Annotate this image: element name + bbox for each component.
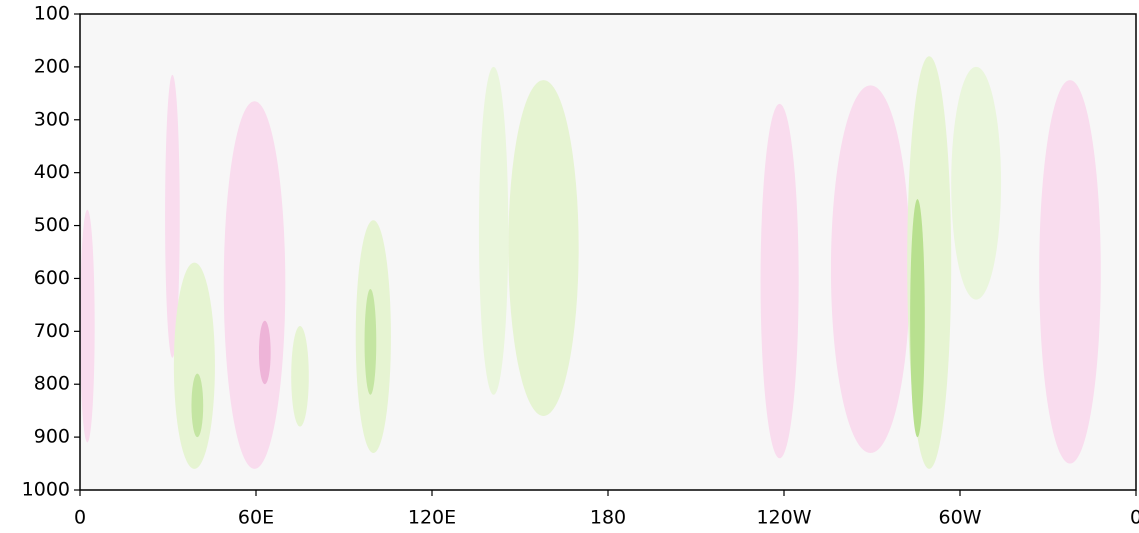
- y-tick-label: 200: [34, 55, 70, 77]
- contour-region: [191, 373, 204, 438]
- x-tick-label: 0: [74, 507, 86, 529]
- y-tick-label: 100: [34, 3, 70, 25]
- contour-region: [165, 74, 180, 358]
- y-tick-label: 900: [34, 426, 70, 448]
- contour-region: [951, 66, 1002, 300]
- y-tick-label: 500: [34, 214, 70, 236]
- y-tick-label: 700: [34, 320, 70, 342]
- contour-region: [830, 85, 911, 453]
- x-tick-label: 120E: [408, 507, 456, 529]
- y-tick-label: 400: [34, 161, 70, 183]
- contour-region: [910, 199, 925, 438]
- y-tick-label: 1000: [22, 479, 70, 501]
- contour-region: [508, 80, 579, 416]
- x-tick-label: 60W: [939, 507, 982, 529]
- contour-region: [80, 209, 95, 443]
- x-tick-label: 120W: [756, 507, 811, 529]
- contour-region: [760, 103, 799, 459]
- y-tick-label: 600: [34, 267, 70, 289]
- contour-region: [223, 101, 286, 469]
- x-tick-label: 0: [1130, 507, 1139, 529]
- plot-area: [80, 14, 1136, 490]
- x-tick-label: 60E: [238, 507, 274, 529]
- contour-region: [478, 66, 509, 395]
- contour-region: [173, 262, 215, 469]
- y-tick-label: 300: [34, 108, 70, 130]
- contour-region: [258, 320, 271, 385]
- x-tick-label: 180: [590, 507, 626, 529]
- y-tick-label: 800: [34, 373, 70, 395]
- contour-region: [364, 289, 377, 395]
- contour-region: [1039, 80, 1101, 464]
- contour-region: [291, 326, 309, 427]
